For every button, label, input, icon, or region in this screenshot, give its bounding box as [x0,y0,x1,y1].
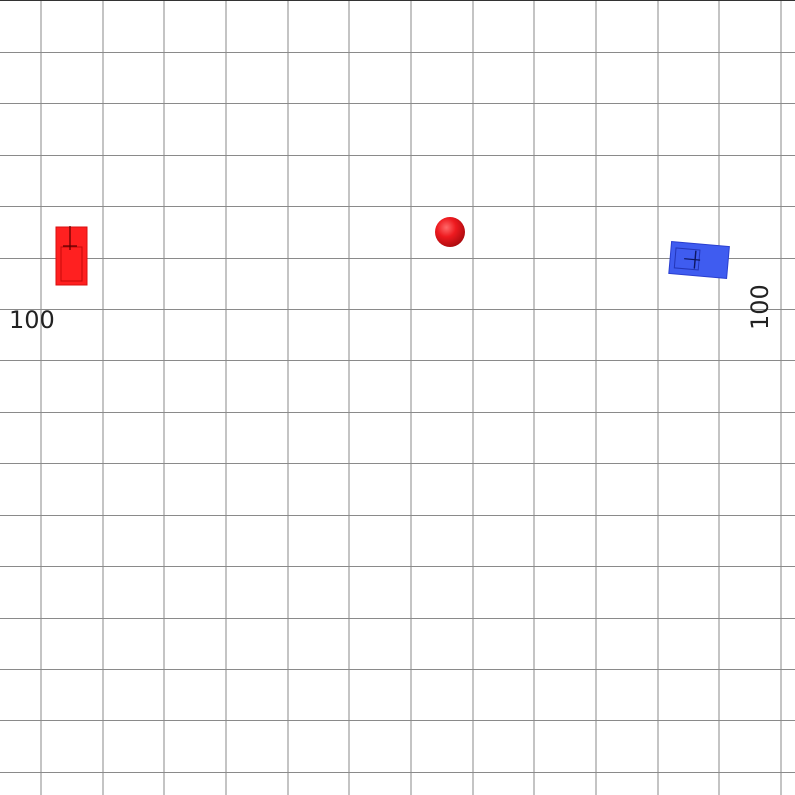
blue-car [668,240,730,280]
score-left: 100 [9,306,55,334]
red-car-cabin [60,246,83,282]
red-car [55,226,88,286]
score-right: 100 [746,284,774,330]
ball [435,217,465,247]
blue-car-turret-cap [684,258,701,261]
